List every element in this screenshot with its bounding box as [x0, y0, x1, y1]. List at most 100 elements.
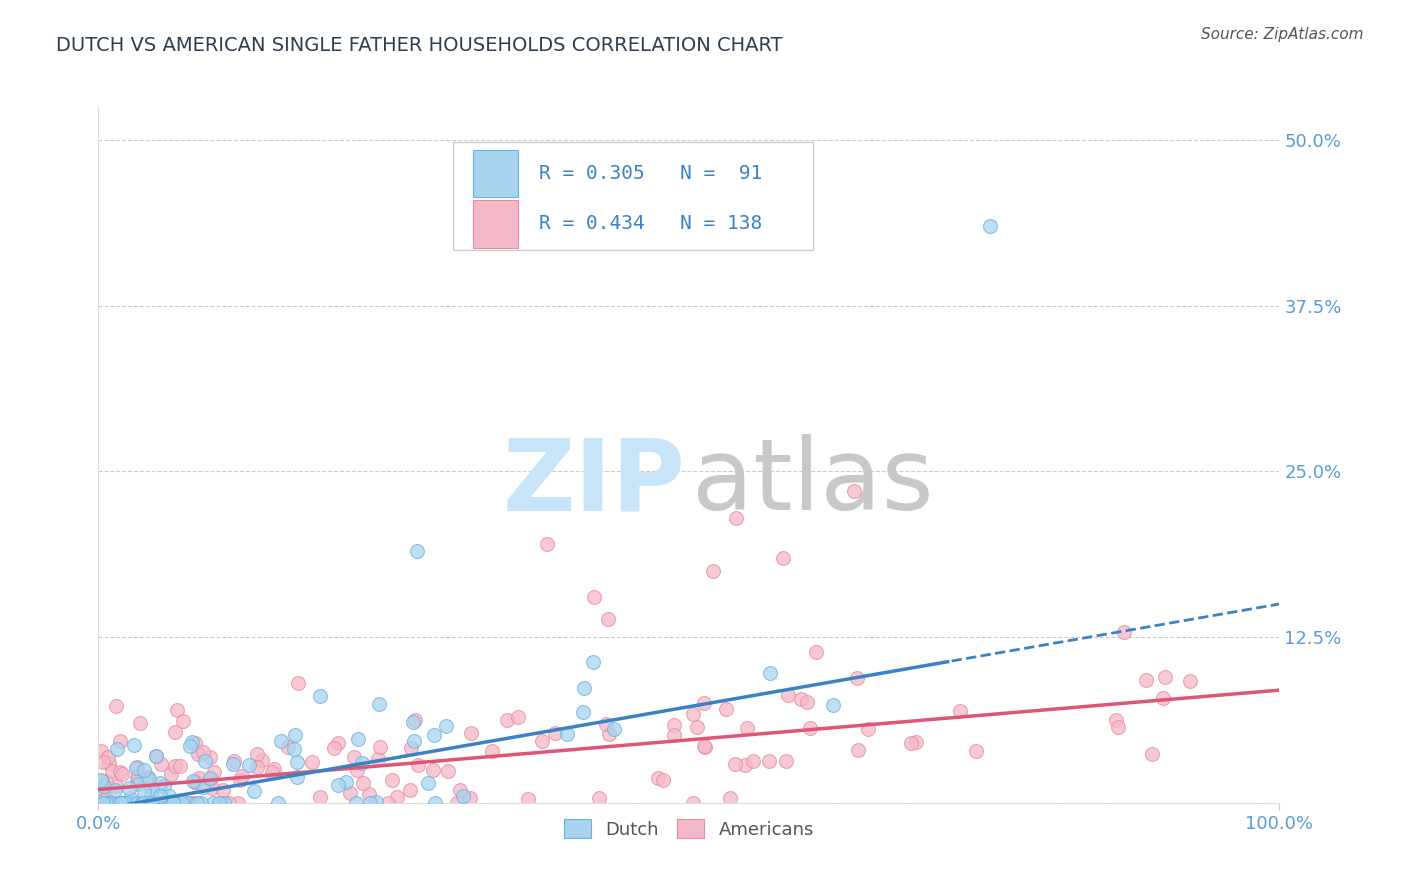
Point — [93, 796, 115, 810]
Point — [169, 758, 191, 772]
Bar — [472, 150, 517, 197]
Point — [218, 796, 240, 810]
Point — [718, 791, 741, 805]
Point — [125, 760, 148, 774]
Point — [108, 734, 131, 748]
Point — [93, 793, 115, 807]
Point — [90, 744, 112, 758]
Point — [125, 796, 148, 810]
Point — [900, 736, 922, 750]
Point — [759, 666, 782, 681]
Point — [458, 790, 481, 805]
Point — [434, 719, 457, 733]
Point — [157, 789, 180, 804]
Point — [198, 749, 221, 764]
Point — [460, 726, 482, 740]
Point — [588, 790, 610, 805]
Point — [105, 779, 128, 793]
Point — [165, 724, 187, 739]
Point — [136, 796, 159, 810]
Point — [179, 796, 201, 810]
Point — [359, 787, 381, 801]
Point — [165, 796, 187, 810]
Point — [115, 796, 138, 810]
Point — [246, 760, 269, 774]
Point — [844, 484, 866, 499]
Point — [422, 763, 444, 777]
Point — [1112, 625, 1135, 640]
Point — [145, 796, 167, 810]
Legend: Dutch, Americans: Dutch, Americans — [557, 812, 821, 846]
Point — [260, 765, 283, 780]
Point — [367, 697, 389, 711]
Point — [166, 703, 188, 717]
Point — [685, 720, 707, 734]
Point — [270, 734, 292, 748]
Point — [603, 722, 626, 736]
Point — [647, 771, 669, 785]
Point — [209, 796, 232, 810]
Point — [682, 796, 704, 810]
Point — [94, 789, 117, 803]
Point — [724, 757, 747, 772]
Point — [651, 772, 673, 787]
Point — [124, 739, 146, 753]
Point — [101, 764, 124, 778]
Point — [108, 764, 131, 779]
Point — [136, 770, 159, 784]
Point — [94, 796, 117, 810]
Point — [308, 789, 330, 804]
Point — [110, 796, 132, 810]
Point — [184, 775, 207, 789]
Point — [1154, 670, 1177, 684]
Point — [308, 689, 330, 703]
Point — [243, 784, 266, 798]
Point — [134, 785, 156, 799]
Point — [97, 749, 120, 764]
Point — [135, 772, 157, 787]
Point — [725, 511, 748, 525]
Point — [572, 681, 595, 695]
Point — [105, 742, 128, 756]
Point — [190, 796, 212, 810]
Point — [368, 739, 391, 754]
FancyBboxPatch shape — [453, 142, 813, 250]
Point — [150, 756, 173, 771]
Point — [702, 564, 724, 578]
Point — [125, 761, 148, 775]
Point — [194, 754, 217, 768]
Point — [145, 749, 167, 764]
Point — [806, 645, 828, 659]
Point — [222, 754, 245, 768]
Point — [186, 796, 208, 810]
Point — [277, 740, 299, 755]
Point — [136, 796, 159, 810]
Point — [598, 727, 620, 741]
Point — [399, 783, 422, 797]
Point — [328, 778, 350, 792]
Point — [124, 796, 146, 810]
Point — [108, 796, 131, 810]
Point — [1105, 713, 1128, 727]
Point — [449, 783, 471, 797]
Point — [1152, 690, 1174, 705]
Point — [212, 783, 235, 797]
Point — [198, 771, 221, 785]
Point — [188, 771, 211, 785]
Point — [347, 732, 370, 747]
Point — [821, 698, 844, 712]
Point — [846, 743, 869, 757]
Point — [582, 655, 605, 669]
Point — [949, 704, 972, 718]
Point — [402, 733, 425, 747]
Point — [104, 783, 127, 797]
Point — [200, 772, 222, 787]
Point — [364, 796, 387, 810]
Point — [238, 757, 260, 772]
Point — [344, 796, 367, 810]
Bar — [472, 201, 517, 248]
Point — [250, 753, 273, 767]
Point — [481, 744, 503, 758]
Point — [664, 728, 686, 742]
Point — [183, 796, 205, 810]
